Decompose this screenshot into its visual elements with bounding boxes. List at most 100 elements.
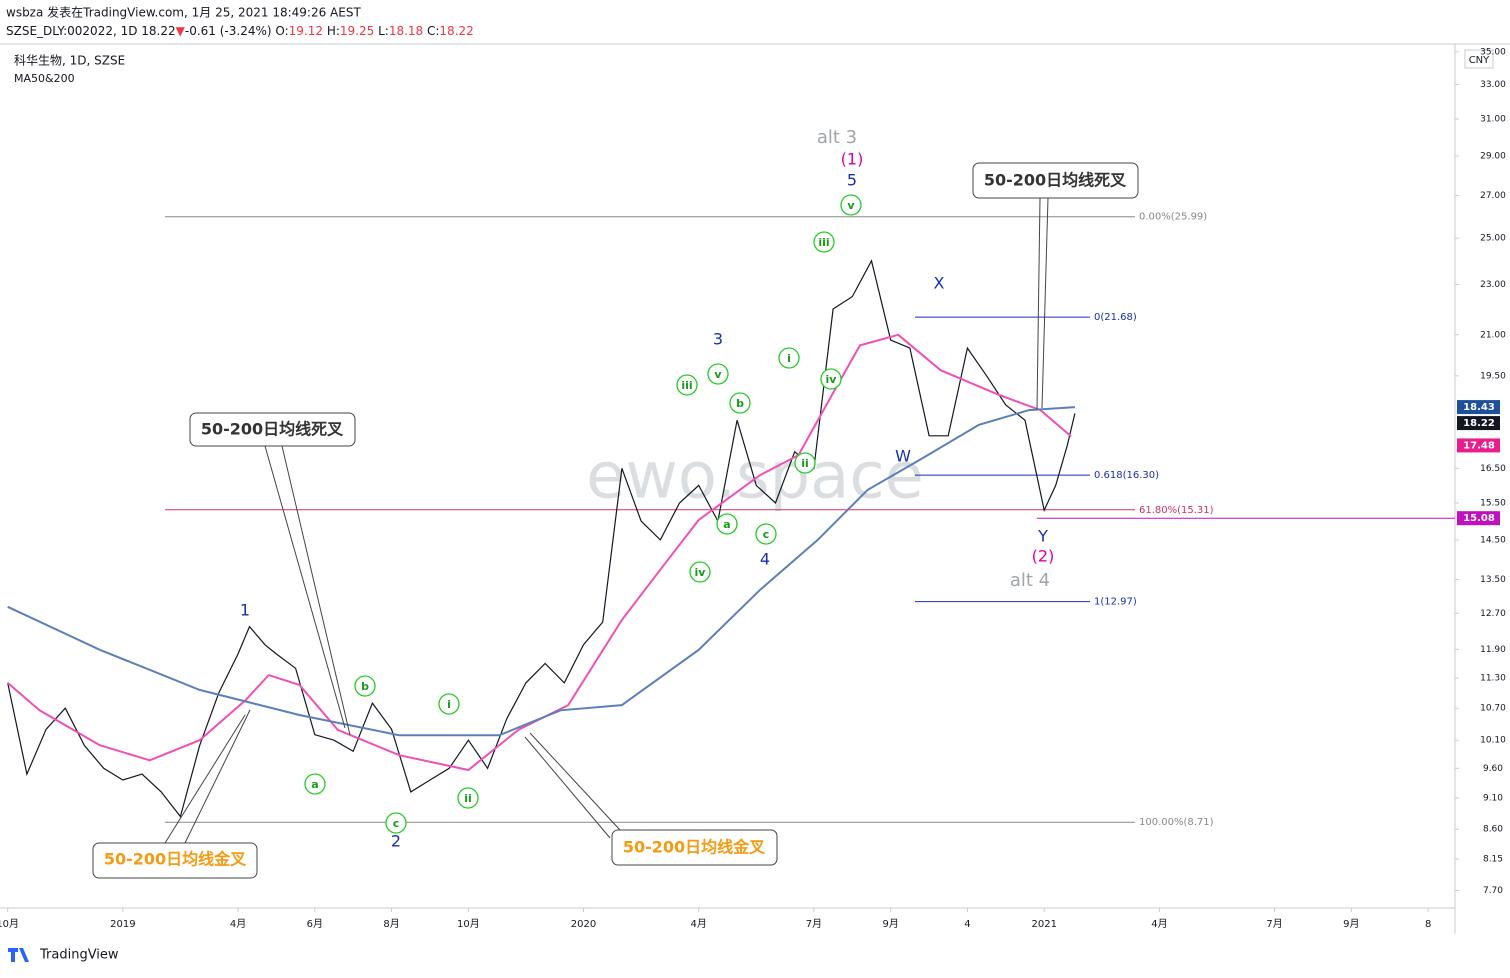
logo: [8, 948, 29, 962]
price-badge: [1457, 438, 1500, 453]
price-badge-label: 18.22: [1463, 418, 1495, 429]
wave-label: b: [361, 680, 369, 693]
price-line: [7, 259, 1076, 818]
wave-circle: [385, 812, 407, 834]
wave-label: 4: [760, 550, 770, 569]
wave-circle: [457, 787, 479, 809]
wave-label: c: [393, 817, 400, 830]
wave-label: Y: [1037, 527, 1048, 546]
wave-circle: [729, 392, 751, 414]
wave-label: W: [895, 447, 911, 466]
fib-label: 100.00%(8.71): [1139, 817, 1214, 828]
callout-text: 50-200日均线死叉: [984, 171, 1127, 190]
wave-label: i: [447, 698, 451, 711]
callout-box: [92, 842, 258, 879]
y-tick-label: 11.30: [1480, 674, 1506, 684]
fib-label: 0.00%(25.99): [1139, 212, 1207, 223]
y-tick-label: 12.70: [1480, 609, 1506, 619]
x-tick-label: 2021: [1031, 919, 1056, 930]
x-tick-label: 4月: [1151, 918, 1167, 930]
wave-circle: [438, 693, 460, 715]
quote-part: -0.61 (-3.24%) O:: [185, 24, 289, 38]
x-tick-label: 4月: [691, 918, 707, 930]
wave-label: v: [714, 368, 722, 381]
alt-label: alt 4: [1010, 570, 1050, 591]
wave-label: 1: [240, 601, 250, 620]
fib-label: 0.618(16.30): [1094, 470, 1159, 481]
chart-title: 科华生物, 1D, SZSE: [14, 54, 125, 68]
x-tick-label: 9月: [1343, 918, 1359, 930]
price-badge-label: 18.43: [1463, 402, 1495, 413]
alt-label: alt 3: [817, 127, 857, 148]
x-tick-label: 10月: [0, 918, 19, 930]
y-tick-label: 7.70: [1483, 886, 1503, 896]
author-line: wsbza 发表在TradingView.com, 1月 25, 2021 18…: [6, 5, 361, 20]
watermark: ewo.space: [586, 440, 924, 514]
wave-circle: [778, 347, 800, 369]
y-tick-label: 27.00: [1480, 191, 1506, 201]
wave-label: (1): [841, 150, 864, 169]
quote-part: 18.22: [439, 24, 473, 38]
wave-circle: [716, 513, 738, 535]
wave-circle: [840, 194, 862, 216]
wave-label: X: [934, 274, 945, 293]
wave-label: iii: [818, 236, 829, 249]
callout-box: [189, 412, 356, 447]
wave-label: ii: [464, 792, 472, 805]
y-tick-label: 21.00: [1480, 330, 1506, 340]
wave-label: ii: [801, 457, 809, 470]
y-tick-label: 11.90: [1480, 645, 1506, 655]
y-tick-label: 33.00: [1480, 80, 1506, 90]
quote-part: ▼: [176, 24, 186, 38]
x-tick-label: 4: [964, 919, 970, 930]
wave-label: iv: [826, 373, 838, 386]
wave-label: 5: [847, 171, 857, 190]
wave-circle: [820, 368, 842, 390]
y-tick-label: 8.15: [1483, 855, 1503, 865]
x-tick-label: 7月: [1266, 918, 1282, 930]
wave-label: a: [723, 518, 730, 531]
wave-label: i: [787, 352, 791, 365]
currency-box: [1464, 49, 1494, 69]
wave-label: 2: [391, 832, 401, 851]
wave-label: b: [736, 397, 744, 410]
callout-pointers: [164, 197, 1049, 844]
footer-brand: TradingView: [39, 948, 119, 963]
indicator-label: MA50&200: [14, 72, 75, 85]
quote-part: SZSE_DLY:002022, 1D 18.22: [6, 24, 176, 38]
x-tick-label: 2020: [571, 919, 596, 930]
wave-circle: [689, 561, 711, 583]
price-badge-label: 17.48: [1463, 440, 1495, 451]
callout-text: 50-200日均线死叉: [201, 420, 344, 439]
y-tick-label: 29.00: [1480, 152, 1506, 162]
y-tick-label: 9.60: [1483, 764, 1503, 774]
wave-circle: [813, 231, 835, 253]
quote-part: 19.12: [289, 24, 323, 38]
x-tick-label: 9月: [882, 918, 898, 930]
y-tick-label: 8.60: [1483, 825, 1503, 835]
wave-label: 3: [713, 330, 723, 349]
y-tick-label: 10.70: [1480, 704, 1506, 714]
quote-line: SZSE_DLY:002022, 1D 18.22▼-0.61 (-3.24%)…: [6, 24, 474, 38]
x-tick-label: 7月: [806, 918, 822, 930]
wave-circle: [304, 773, 326, 795]
wave-circle: [707, 363, 729, 385]
wave-circle: [676, 374, 698, 396]
y-tick-label: 13.50: [1480, 575, 1506, 585]
wave-label: c: [763, 528, 770, 541]
y-tick-label: 19.50: [1480, 371, 1506, 381]
moving-average: [7, 406, 1075, 737]
y-tick-label: 10.10: [1480, 736, 1506, 746]
wave-circle: [354, 675, 376, 697]
y-tick-label: 15.50: [1480, 498, 1506, 508]
wave-label: (2): [1032, 547, 1055, 566]
y-tick-label: 16.50: [1480, 464, 1506, 474]
x-tick-label: 2019: [110, 919, 135, 930]
callout-text: 50-200日均线金叉: [623, 838, 766, 857]
quote-part: H:: [323, 24, 340, 38]
wave-label: v: [847, 199, 855, 212]
wave-circle: [794, 452, 816, 474]
callout-text: 50-200日均线金叉: [104, 850, 247, 869]
y-tick-label: 14.50: [1480, 535, 1506, 545]
